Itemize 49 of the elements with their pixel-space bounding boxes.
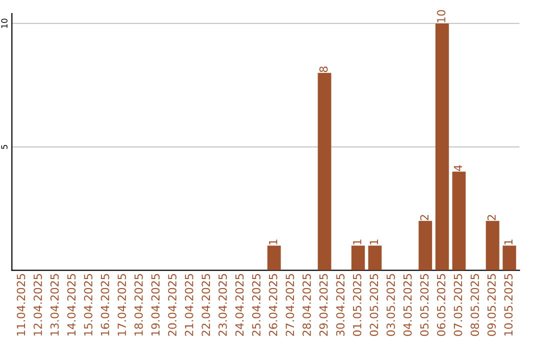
x-tick-label: 12.04.2025 xyxy=(34,274,42,336)
x-tick-label: 17.04.2025 xyxy=(118,274,126,336)
data-label: 10 xyxy=(436,10,446,22)
x-tick-label: 13.04.2025 xyxy=(50,274,59,336)
x-tick-label: 02.05.2025 xyxy=(370,274,378,336)
x-tick-label: 04.05.2025 xyxy=(403,274,412,336)
bar xyxy=(486,220,500,270)
x-tick-label: 25.04.2025 xyxy=(252,274,260,336)
x-tick-label: 06.05.2025 xyxy=(436,274,446,336)
x-tick-label: 09.05.2025 xyxy=(487,274,496,336)
x-tick-label: 16.04.2025 xyxy=(100,274,110,336)
data-label: 4 xyxy=(454,165,462,172)
bar xyxy=(267,246,281,270)
bar xyxy=(435,23,449,270)
x-tick-label: 26.04.2025 xyxy=(268,274,278,336)
data-label: 1 xyxy=(370,240,378,244)
x-tick-label: 05.05.2025 xyxy=(420,274,429,336)
data-label: 1 xyxy=(504,240,512,244)
bar xyxy=(418,220,432,270)
bar xyxy=(452,172,466,270)
data-label: 2 xyxy=(487,214,496,220)
data-label: 8 xyxy=(319,66,328,72)
x-tick-label: 15.04.2025 xyxy=(84,274,92,336)
x-tick-label: 30.04.2025 xyxy=(336,274,345,336)
x-tick-label: 03.05.2025 xyxy=(386,274,395,336)
x-tick-label: 22.04.2025 xyxy=(202,274,210,336)
bar xyxy=(351,246,365,270)
x-tick-label: 08.05.2025 xyxy=(470,274,480,336)
x-tick-label: 14.04.2025 xyxy=(67,274,76,336)
bar xyxy=(502,246,516,270)
x-tick-label: 10.05.2025 xyxy=(504,274,513,336)
data-label: 1 xyxy=(353,240,362,244)
x-tick-label: 11.04.2025 xyxy=(16,274,26,336)
x-tick-label: 18.04.2025 xyxy=(134,274,143,336)
x-tick-label: 07.05.2025 xyxy=(454,274,462,336)
x-tick-label: 28.04.2025 xyxy=(302,274,311,336)
x-tick-label: 19.04.2025 xyxy=(151,274,160,336)
bar xyxy=(318,72,332,270)
y-tick-label: 5 xyxy=(1,144,8,149)
bar xyxy=(368,246,382,270)
x-tick-label: 01.05.2025 xyxy=(352,274,362,336)
x-tick-label: 23.04.2025 xyxy=(218,274,227,336)
x-tick-label: 29.04.2025 xyxy=(319,274,328,336)
x-tick-label: 24.04.2025 xyxy=(235,274,244,336)
data-label: 1 xyxy=(269,240,278,244)
data-label: 2 xyxy=(420,214,428,220)
x-tick-label: 27.04.2025 xyxy=(286,274,294,336)
x-tick-label: 21.04.2025 xyxy=(184,274,194,336)
x-tick-label: 20.04.2025 xyxy=(168,274,176,336)
